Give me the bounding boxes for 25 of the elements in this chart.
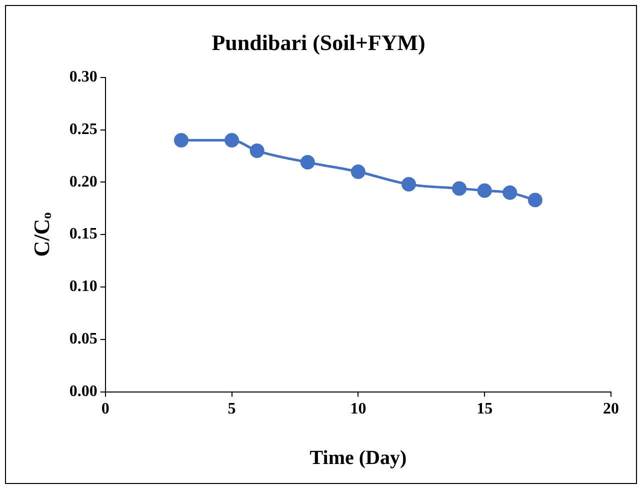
- y-tick-label: 0.30: [69, 68, 98, 86]
- point: [250, 144, 264, 158]
- point: [402, 177, 416, 192]
- y-tick-label: 0.25: [69, 120, 98, 138]
- point: [300, 155, 315, 170]
- x-tick-label: 10: [350, 400, 366, 418]
- x-tick-label: 15: [476, 400, 493, 418]
- x-tick-label: 0: [101, 400, 110, 418]
- chart-title: Pundibari (Soil+FYM): [212, 30, 426, 55]
- point: [452, 181, 467, 196]
- point: [477, 183, 492, 198]
- y-tick-label: 0.15: [69, 226, 98, 243]
- y-tick-label: 0.05: [69, 330, 98, 348]
- x-tick-label: 20: [603, 400, 619, 418]
- point: [174, 133, 188, 148]
- point: [528, 192, 542, 208]
- y-tick-label: 0.00: [69, 382, 98, 400]
- y-tick-label: 0.20: [69, 173, 98, 190]
- y-axis-title: C/Cₒ: [28, 212, 54, 257]
- point: [502, 185, 518, 200]
- point: [224, 133, 240, 148]
- x-tick-label: 5: [228, 400, 236, 418]
- y-tick-label: 0.10: [69, 278, 98, 296]
- point: [350, 164, 366, 179]
- x-axis-title: Time (Day): [310, 447, 407, 470]
